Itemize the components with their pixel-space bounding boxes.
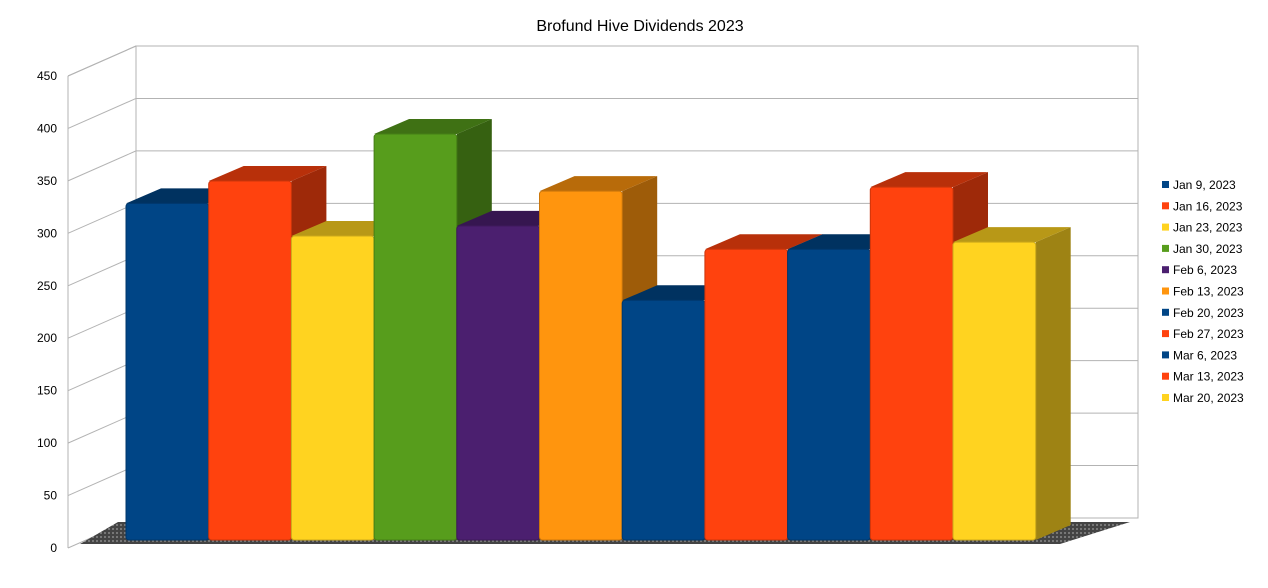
legend-item: Jan 30, 2023	[1162, 242, 1243, 256]
bar-front	[869, 186, 954, 541]
bar-top	[953, 227, 1071, 243]
bars	[125, 119, 1071, 541]
legend-label: Jan 30, 2023	[1173, 242, 1243, 256]
bar-front	[373, 133, 458, 541]
legend-label: Feb 27, 2023	[1173, 327, 1244, 341]
legend: Jan 9, 2023 Jan 16, 2023 Jan 23, 2023 Jan 3…	[1162, 178, 1244, 405]
legend-item: Jan 23, 2023	[1162, 221, 1243, 235]
gridline-side	[67, 307, 137, 339]
gridline-side	[67, 412, 137, 444]
y-tick-label: 400	[37, 121, 57, 135]
bar-front	[787, 248, 871, 541]
chart-title: Brofund Hive Dividends 2023	[536, 18, 744, 35]
legend-swatch	[1162, 330, 1169, 338]
gridline-side	[67, 150, 137, 182]
bar-front	[456, 225, 540, 541]
legend-swatch	[1162, 372, 1169, 380]
bar-front	[621, 299, 706, 541]
gridline-side	[67, 97, 137, 129]
y-tick-label: 300	[37, 226, 57, 240]
bar-side	[1035, 227, 1071, 540]
gridline-side	[67, 465, 137, 497]
legend-swatch	[1162, 223, 1169, 231]
legend-item: Mar 6, 2023	[1162, 348, 1237, 362]
bar-front	[704, 248, 789, 541]
y-tick-label: 350	[37, 174, 57, 188]
y-axis: 0 50 100 150 200 250 300 350 400 450	[37, 69, 57, 555]
legend-item: Mar 13, 2023	[1162, 370, 1244, 384]
legend-label: Mar 13, 2023	[1173, 370, 1244, 384]
legend-swatch	[1162, 244, 1169, 252]
legend-item: Feb 6, 2023	[1162, 263, 1237, 277]
gridline-side	[67, 202, 137, 234]
legend-label: Feb 20, 2023	[1173, 306, 1244, 320]
bar-top	[539, 176, 658, 192]
bar-top	[374, 119, 492, 135]
bar-front	[290, 235, 375, 541]
y-tick-label: 50	[44, 489, 58, 503]
legend-label: Mar 20, 2023	[1173, 391, 1244, 405]
bar	[952, 227, 1071, 541]
legend-swatch	[1162, 202, 1169, 210]
gridline-side	[67, 45, 137, 77]
legend-label: Feb 6, 2023	[1173, 263, 1237, 277]
legend-label: Jan 16, 2023	[1173, 199, 1243, 213]
legend-swatch	[1162, 266, 1169, 274]
legend-label: Jan 23, 2023	[1173, 221, 1243, 235]
legend-swatch	[1162, 351, 1169, 359]
bar-front	[539, 190, 623, 541]
legend-swatch	[1162, 394, 1169, 401]
legend-swatch	[1162, 308, 1169, 316]
legend-item: Mar 20, 2023	[1162, 391, 1244, 405]
y-tick-label: 450	[37, 69, 57, 83]
legend-label: Jan 9, 2023	[1173, 178, 1236, 192]
legend-item: Jan 16, 2023	[1162, 199, 1243, 213]
y-tick-label: 200	[37, 331, 57, 345]
y-tick-label: 150	[37, 384, 57, 398]
y-tick-label: 100	[37, 436, 57, 450]
legend-item: Feb 20, 2023	[1162, 306, 1244, 320]
bar-top	[208, 165, 327, 181]
bar-top	[870, 172, 988, 188]
gridline-side	[67, 360, 137, 392]
legend-swatch	[1162, 181, 1169, 188]
legend-swatch	[1162, 287, 1169, 295]
legend-item: Feb 27, 2023	[1162, 327, 1244, 341]
legend-label: Mar 6, 2023	[1173, 348, 1237, 362]
legend-item: Feb 13, 2023	[1162, 285, 1244, 299]
bar-front	[952, 241, 1037, 541]
y-tick-label: 250	[37, 279, 57, 293]
legend-label: Feb 13, 2023	[1173, 285, 1244, 299]
bar-front	[125, 202, 210, 541]
bar-top	[704, 234, 823, 250]
bar-front	[208, 180, 292, 541]
gridline-side	[67, 255, 137, 287]
legend-item: Jan 9, 2023	[1162, 178, 1236, 192]
y-tick-label: 0	[50, 541, 57, 555]
